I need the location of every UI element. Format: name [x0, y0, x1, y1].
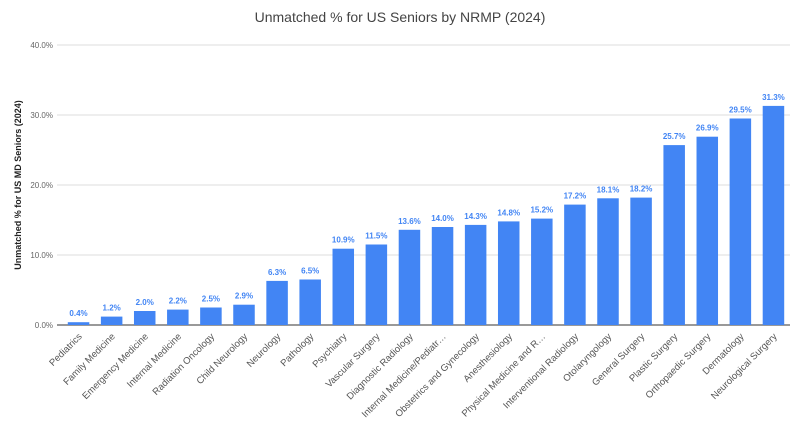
data-label: 2.2% [169, 297, 187, 306]
data-label: 10.9% [332, 236, 355, 245]
data-label: 13.6% [398, 217, 421, 226]
bar [233, 304, 255, 325]
bar [100, 316, 123, 325]
data-label: 11.5% [365, 232, 387, 241]
bar [133, 311, 156, 325]
y-tick-label: 0.0% [35, 321, 53, 330]
data-label: 26.9% [696, 124, 719, 133]
data-label: 25.7% [663, 132, 686, 141]
data-label: 14.8% [497, 208, 520, 217]
chart-title: Unmatched % for US Seniors by NRMP (2024… [255, 9, 546, 25]
bar [597, 198, 619, 325]
data-label: 18.2% [630, 185, 653, 194]
bar [167, 309, 189, 325]
bar [630, 197, 652, 325]
x-tick-label: Neurological Surgery [709, 331, 780, 402]
data-label: 31.3% [762, 93, 785, 102]
data-label: 6.5% [301, 267, 319, 276]
y-tick-label: 30.0% [30, 111, 53, 120]
x-tick-label: Neurology [245, 331, 284, 370]
bar [398, 229, 421, 325]
bar [531, 218, 553, 325]
y-tick-label: 40.0% [30, 41, 53, 50]
data-label: 18.1% [597, 185, 620, 194]
bar [497, 221, 520, 325]
data-label: 2.5% [202, 295, 220, 304]
data-label: 17.2% [564, 192, 587, 201]
data-label: 6.3% [268, 268, 286, 277]
bar [200, 307, 222, 325]
bar [464, 224, 487, 325]
data-label: 0.4% [69, 309, 87, 318]
bar [762, 105, 785, 326]
bar [67, 322, 90, 325]
bar [564, 204, 586, 325]
bar [299, 279, 321, 325]
data-label: 2.9% [235, 292, 253, 301]
x-tick-label: Radiation Oncology [151, 331, 218, 398]
bar [431, 227, 454, 325]
bar [663, 145, 685, 325]
bar [365, 244, 388, 325]
y-tick-label: 10.0% [30, 251, 53, 260]
data-label: 2.0% [136, 298, 154, 307]
data-label: 15.2% [530, 206, 553, 215]
bar [696, 136, 719, 325]
bar [332, 248, 355, 325]
y-axis-label: Unmatched % for US MD Seniors (2024) [13, 100, 23, 270]
y-tick-label: 20.0% [30, 181, 53, 190]
data-label: 29.5% [729, 106, 752, 115]
data-label: 14.0% [431, 214, 454, 223]
data-label: 1.2% [103, 304, 121, 313]
bar [729, 118, 752, 325]
bar [266, 280, 288, 325]
data-label: 14.3% [464, 212, 487, 221]
